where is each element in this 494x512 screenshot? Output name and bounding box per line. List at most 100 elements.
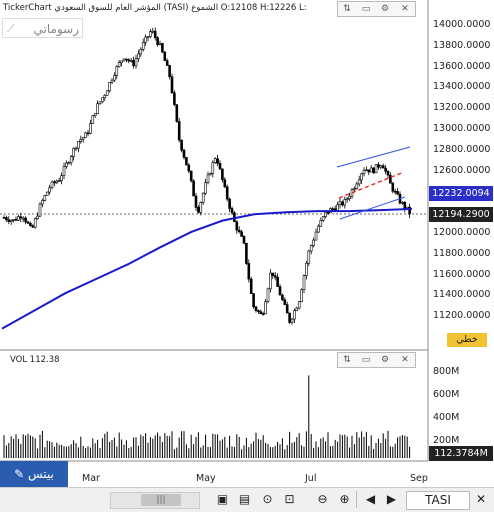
candle-body [9,220,13,222]
candle-body [321,216,325,221]
candle-body [326,212,330,214]
drawing-pen-button[interactable]: ✎ بيتس [0,461,68,487]
candle-body [247,263,251,280]
candle-body [381,165,385,169]
candle-body [314,231,318,241]
candle-body [96,103,99,114]
candle-body [79,139,83,142]
price-axis-label: 11400.0000 [433,289,491,301]
candle-body [249,278,253,294]
scroll-thumb[interactable]: ||| [141,494,181,506]
candle-body [84,132,87,138]
zoom-out-icon[interactable]: ⊖ [317,492,328,506]
chart-canvas[interactable] [0,0,494,487]
candle-body [401,202,404,204]
channel-upper-line [336,146,411,168]
candle-body [266,288,270,302]
candle-body [175,104,179,122]
price-axis-label: 13600.0000 [433,60,491,72]
candle-body [319,220,323,227]
close-icon[interactable]: ✕ [401,4,409,14]
candle-body [197,207,200,213]
candle-body [357,179,361,185]
candle-body [228,198,231,209]
scroll-right-icon[interactable]: ▶ [386,492,397,506]
candle-body [367,169,371,173]
candle-body [297,301,301,309]
header-controls: ⇅ ▭ ⚙ ✕ [337,1,416,17]
candle-body [307,250,311,264]
candle-body [5,217,8,221]
candle-body [317,225,320,233]
candle-body [403,202,407,209]
candle-body [180,139,183,151]
time-scrollbar[interactable]: ||| [110,492,200,509]
candle-body [211,162,215,174]
candle-body [353,188,356,190]
candle-body [393,190,397,193]
candle-body [134,58,138,67]
candle-body [55,180,59,184]
maximize-icon[interactable]: ▭ [361,4,371,14]
move-icon[interactable]: ⇅ [343,4,351,14]
screenshot-icon[interactable]: ▣ [216,492,229,506]
candle-body [396,191,399,195]
candle-body [86,132,90,135]
candle-body [29,222,32,226]
candle-body [408,206,411,215]
scroll-left-icon[interactable]: ◀ [365,492,376,506]
candle-body [355,183,359,189]
move-icon[interactable]: ⇅ [343,355,351,365]
candle-body [161,43,164,53]
zoom-in-icon[interactable]: ⊕ [339,492,350,506]
candle-body [168,65,171,77]
candle-body [391,182,395,192]
settings-icon[interactable]: ⚙ [380,4,390,14]
candle-body [165,60,169,66]
settings-icon[interactable]: ⚙ [380,355,390,365]
candle-body [48,187,51,193]
x-axis-label: Jul [305,473,317,484]
candle-body [223,179,227,188]
candle-body [213,158,217,163]
candle-body [206,174,210,183]
candle-body [137,53,140,59]
layout-icon[interactable]: ▤ [238,492,251,506]
candlestick-series [2,27,411,325]
candle-body [341,201,344,206]
candle-body [12,218,15,221]
candle-body [384,167,387,172]
candle-body [300,289,303,303]
candle-body [309,245,313,252]
candle-body [117,62,121,67]
candle-body [158,43,162,46]
candle-body [81,137,85,140]
fit-icon[interactable]: ⊡ [284,492,295,506]
candle-body [43,195,47,201]
chart-type-button[interactable]: خطي [447,333,487,347]
candle-body [204,182,207,194]
price-axis-label: 14000.0000 [433,19,491,30]
candle-body [101,97,104,103]
candle-body [156,37,159,46]
maximize-icon[interactable]: ▭ [361,355,371,365]
candle-body [177,121,181,141]
candle-body [53,181,56,184]
volume-header: VOL 112.38 [10,355,60,365]
close-icon[interactable]: ✕ [401,355,409,365]
candle-body [379,165,383,168]
candle-body [225,186,229,200]
close-chart-icon[interactable]: ✕ [475,492,487,506]
my-drawings-button[interactable]: ⟋ رسوماتي [2,18,83,38]
price-axis-label: 13000.0000 [433,123,491,134]
symbol-selector[interactable]: TASI [406,491,470,510]
candle-body [288,312,291,323]
reset-icon[interactable]: ⊙ [262,492,273,506]
candle-body [110,79,114,83]
candle-body [221,168,224,180]
candle-body [264,301,267,315]
candle-body [276,276,279,287]
candle-body [122,58,126,62]
last-price-tag: 12194.2900 [429,207,493,222]
candle-body [237,229,241,233]
